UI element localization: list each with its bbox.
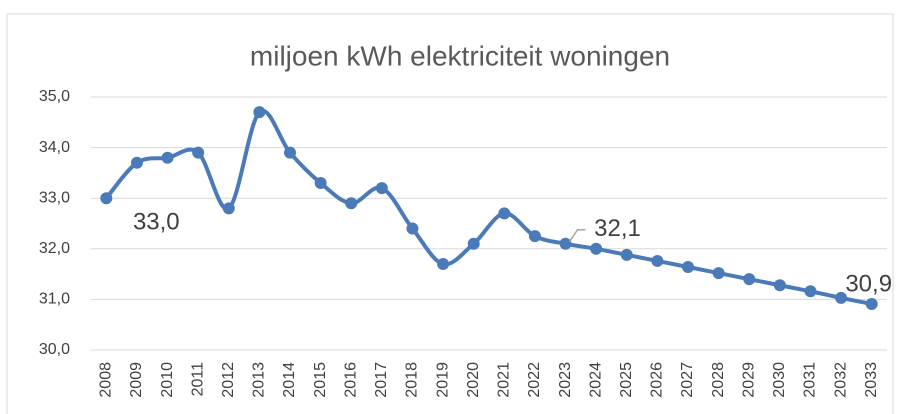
x-tick-label: 2030 [771, 362, 788, 398]
data-point [345, 197, 358, 210]
x-tick-label: 2027 [679, 362, 696, 398]
x-tick-label: 2022 [526, 362, 543, 398]
data-point [253, 106, 266, 119]
y-tick-label: 32,0 [39, 240, 70, 257]
x-tick-label: 2014 [281, 362, 298, 398]
x-tick-label: 2015 [312, 362, 329, 398]
x-tick-label: 2024 [587, 362, 604, 398]
data-label: 33,0 [133, 209, 180, 236]
x-tick-label: 2023 [557, 362, 574, 398]
data-point [314, 177, 327, 190]
data-point [498, 207, 511, 220]
x-tick-label: 2012 [220, 362, 237, 398]
data-point [773, 279, 786, 292]
x-tick-label: 2009 [128, 362, 145, 398]
data-point [835, 291, 848, 304]
x-tick-label: 2029 [740, 362, 757, 398]
data-label: 30,9 [845, 270, 892, 297]
leader-line [568, 228, 586, 243]
data-label: 32,1 [594, 215, 641, 242]
y-tick-label: 31,0 [39, 291, 70, 308]
x-tick-label: 2025 [618, 362, 635, 398]
y-tick-label: 34,0 [39, 139, 70, 156]
data-point [437, 257, 450, 270]
y-tick-label: 30,0 [39, 341, 70, 358]
y-tick-label: 35,0 [39, 88, 70, 105]
x-tick-label: 2021 [496, 362, 513, 398]
data-point [467, 237, 480, 250]
x-tick-label: 2010 [159, 362, 176, 398]
x-tick-label: 2031 [802, 362, 819, 398]
data-point [130, 156, 143, 169]
data-point [804, 285, 817, 298]
x-tick-label: 2008 [98, 362, 115, 398]
data-point [743, 273, 756, 286]
data-point [100, 192, 113, 205]
x-tick-label: 2018 [404, 362, 421, 398]
x-tick-label: 2028 [710, 362, 727, 398]
data-point [682, 261, 694, 274]
data-point [161, 151, 174, 164]
x-tick-label: 2019 [434, 362, 451, 398]
data-point [222, 202, 235, 215]
data-point [559, 237, 572, 250]
x-tick-label: 2017 [373, 362, 390, 398]
x-tick-label: 2020 [465, 362, 482, 398]
data-point [528, 230, 541, 243]
data-point [620, 248, 633, 261]
x-tick-label: 2011 [189, 362, 206, 397]
x-tick-label: 2032 [832, 362, 849, 398]
data-point [865, 297, 878, 310]
x-tick-label: 2026 [649, 362, 666, 398]
data-point [284, 146, 296, 159]
x-tick-label: 2016 [342, 362, 359, 398]
data-point [590, 242, 603, 255]
y-tick-label: 33,0 [39, 189, 70, 206]
data-point [192, 146, 205, 159]
data-point [375, 182, 388, 195]
x-tick-label: 2013 [251, 362, 268, 398]
x-tick-label: 2033 [863, 362, 880, 398]
data-point [406, 222, 419, 235]
chart-border [6, 13, 894, 414]
data-point [651, 254, 664, 267]
data-point [712, 267, 725, 280]
chart-title: miljoen kWh elektriciteit woningen [250, 40, 670, 71]
